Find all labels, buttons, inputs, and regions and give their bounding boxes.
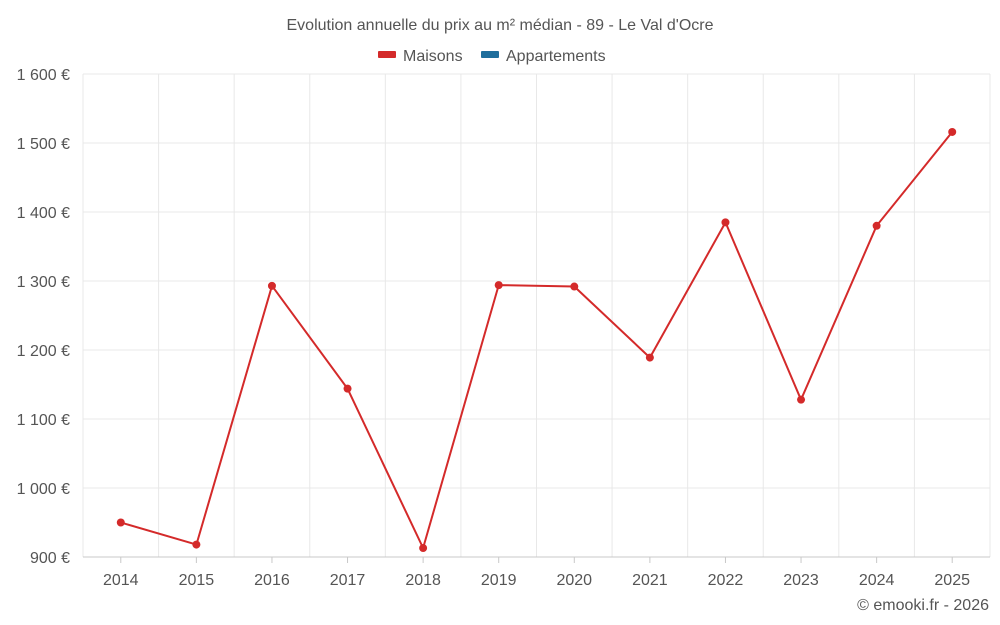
- credit-text: © emooki.fr - 2026: [857, 597, 989, 614]
- series-line-maisons: [120, 131, 953, 549]
- data-point-maisons[interactable]: [343, 384, 352, 393]
- x-tick-label: 2014: [103, 572, 139, 589]
- x-axis-tick-labels: 2014 2015 2016 2017 2018 2019 2020 2021 2022 2023…: [103, 557, 970, 589]
- legend-swatch-maisons: [378, 51, 396, 58]
- data-point-maisons[interactable]: [797, 395, 806, 404]
- y-tick-label: 1 400 €: [17, 205, 70, 222]
- y-axis-tick-labels: 900 € 1 000 € 1 100 € 1 200 € 1 300 € 1 400 €…: [17, 67, 70, 567]
- data-point-maisons[interactable]: [419, 544, 428, 553]
- x-tick-label: 2019: [481, 572, 517, 589]
- x-tick-label: 2022: [708, 572, 744, 589]
- data-point-maisons[interactable]: [721, 218, 730, 227]
- x-tick-label: 2020: [556, 572, 592, 589]
- legend-label-appartements: Appartements: [506, 48, 606, 65]
- data-point-maisons[interactable]: [116, 518, 125, 527]
- chart-title: Evolution annuelle du prix au m² médian …: [287, 17, 714, 34]
- data-point-maisons[interactable]: [872, 221, 881, 230]
- y-tick-label: 1 000 €: [17, 481, 70, 498]
- data-point-maisons[interactable]: [645, 353, 654, 362]
- legend-label-maisons: Maisons: [403, 48, 463, 65]
- data-point-maisons[interactable]: [570, 282, 579, 291]
- vertical-gridlines: [82, 74, 991, 557]
- y-tick-label: 1 200 €: [17, 343, 70, 360]
- x-tick-label: 2016: [254, 572, 290, 589]
- series-maisons: [116, 127, 957, 553]
- y-tick-label: 1 300 €: [17, 274, 70, 291]
- legend: Maisons Appartements: [378, 48, 606, 65]
- x-tick-label: 2025: [934, 572, 970, 589]
- y-tick-label: 1 600 €: [17, 67, 70, 84]
- x-tick-label: 2024: [859, 572, 895, 589]
- x-tick-label: 2015: [179, 572, 215, 589]
- legend-item-appartements[interactable]: Appartements: [481, 48, 606, 65]
- legend-item-maisons[interactable]: Maisons: [378, 48, 463, 65]
- x-tick-label: 2021: [632, 572, 668, 589]
- legend-swatch-appartements: [481, 51, 499, 58]
- x-tick-label: 2018: [405, 572, 441, 589]
- x-tick-label: 2023: [783, 572, 819, 589]
- x-tick-label: 2017: [330, 572, 366, 589]
- data-point-maisons[interactable]: [948, 127, 957, 136]
- data-point-maisons[interactable]: [192, 540, 201, 549]
- y-tick-label: 1 100 €: [17, 412, 70, 429]
- data-point-maisons[interactable]: [267, 281, 276, 290]
- y-tick-label: 900 €: [30, 550, 70, 567]
- y-tick-label: 1 500 €: [17, 136, 70, 153]
- data-point-maisons[interactable]: [494, 281, 503, 290]
